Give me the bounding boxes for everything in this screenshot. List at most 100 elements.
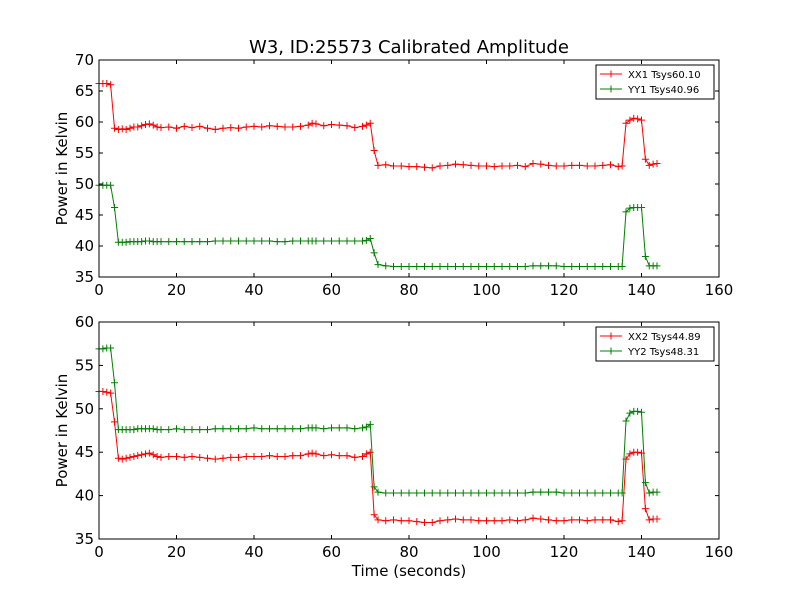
data-point: [242, 123, 250, 131]
x-tick-label: 60: [322, 543, 341, 561]
data-point: [483, 517, 490, 525]
y-tick-label: 40: [75, 237, 94, 255]
x-tick-label: 20: [167, 543, 186, 561]
data-point: [258, 425, 266, 433]
data-point: [649, 160, 657, 168]
data-point: [250, 237, 258, 245]
data-point: [459, 489, 467, 497]
series-xx1: [95, 80, 661, 172]
data-point: [498, 162, 506, 170]
data-point: [297, 237, 304, 245]
data-point: [506, 262, 514, 270]
data-point: [165, 238, 173, 246]
data-point: [219, 124, 227, 132]
y-axis-label: Power in Kelvin: [53, 112, 71, 226]
data-point: [498, 262, 506, 270]
data-point: [111, 379, 118, 387]
x-tick-label: 0: [94, 543, 104, 561]
data-point: [118, 125, 126, 133]
data-point: [583, 517, 591, 525]
data-point: [475, 162, 483, 170]
data-point: [421, 519, 428, 527]
y-tick-label: 60: [75, 113, 94, 131]
data-point: [506, 489, 514, 497]
data-point: [250, 453, 258, 461]
data-point: [576, 262, 583, 270]
data-point: [529, 262, 537, 270]
data-point: [227, 124, 235, 132]
data-point: [444, 516, 452, 524]
data-point: [467, 262, 475, 270]
data-point: [258, 237, 266, 245]
data-point: [641, 253, 649, 261]
data-point: [537, 262, 545, 270]
data-point: [111, 418, 118, 426]
data-point: [459, 262, 467, 270]
data-point: [335, 121, 343, 129]
data-point: [545, 488, 552, 496]
data-point: [436, 517, 444, 525]
data-point: [114, 125, 122, 133]
data-point: [266, 452, 273, 460]
data-point: [521, 516, 529, 524]
data-point: [351, 124, 359, 132]
data-point: [560, 162, 568, 170]
data-point: [153, 453, 161, 461]
data-point: [266, 425, 273, 433]
data-point: [405, 489, 413, 497]
data-point: [211, 237, 219, 245]
data-point: [343, 122, 351, 130]
data-point: [250, 424, 258, 432]
data-point: [118, 455, 126, 463]
data-point: [653, 488, 661, 496]
data-point: [428, 519, 436, 527]
data-point: [599, 516, 607, 524]
data-point: [196, 426, 204, 434]
data-point: [196, 453, 204, 461]
data-point: [514, 489, 521, 497]
data-point: [614, 518, 622, 526]
data-point: [591, 489, 599, 497]
data-point: [390, 489, 397, 497]
data-point: [421, 163, 428, 171]
data-point: [618, 489, 626, 497]
data-point: [552, 517, 560, 525]
data-point: [490, 517, 498, 525]
data-point: [157, 124, 165, 132]
data-point: [180, 122, 188, 130]
data-point: [514, 262, 521, 270]
data-point: [521, 262, 529, 270]
data-point: [204, 454, 211, 462]
data-point: [583, 162, 591, 170]
data-point: [227, 425, 235, 433]
y-tick-label: 70: [75, 51, 94, 69]
data-point: [475, 517, 483, 525]
data-point: [653, 515, 661, 523]
y-tick-label: 50: [75, 175, 94, 193]
data-point: [436, 262, 444, 270]
x-tick-label: 80: [399, 543, 418, 561]
data-point: [188, 426, 196, 434]
data-point: [475, 489, 483, 497]
data-point: [281, 123, 289, 131]
data-point: [351, 237, 359, 245]
x-tick-label: 140: [627, 543, 656, 561]
data-point: [467, 489, 475, 497]
data-point: [273, 238, 281, 246]
x-tick-label: 160: [705, 281, 734, 299]
data-point: [514, 517, 521, 525]
data-point: [273, 425, 281, 433]
series-xx2: [95, 387, 661, 527]
data-point: [638, 408, 645, 416]
x-tick-label: 100: [472, 281, 501, 299]
data-point: [312, 450, 320, 458]
legend-marker: [607, 70, 615, 78]
data-point: [428, 489, 436, 497]
data-point: [568, 489, 576, 497]
data-point: [428, 164, 436, 172]
data-point: [308, 449, 316, 457]
data-point: [351, 425, 359, 433]
x-tick-label: 140: [627, 281, 656, 299]
data-point: [188, 453, 196, 461]
